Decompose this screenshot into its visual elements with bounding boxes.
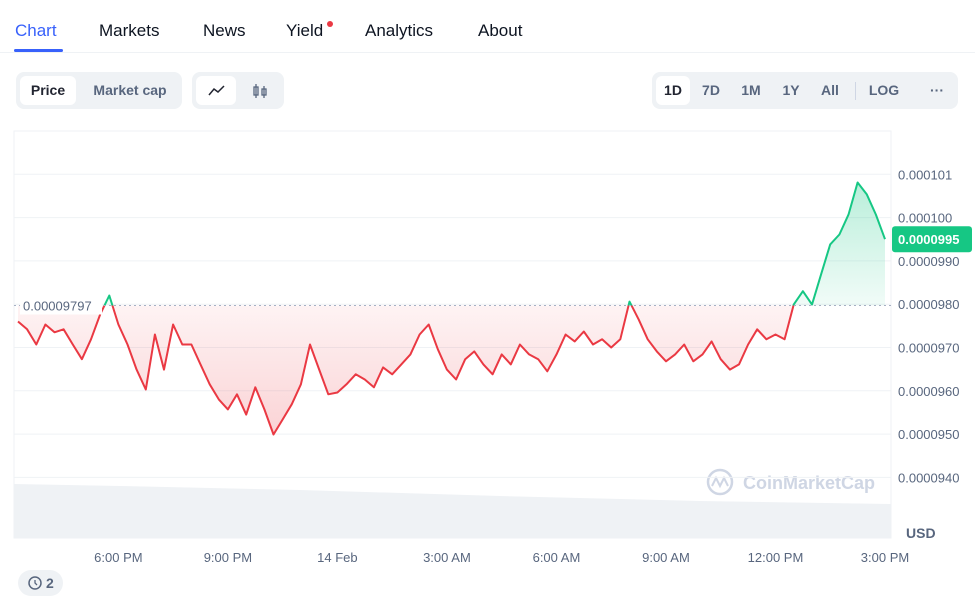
current-price-tag — [892, 226, 972, 253]
separator — [855, 82, 856, 100]
range-button[interactable]: All — [821, 82, 839, 98]
price-button[interactable]: Price — [20, 76, 76, 105]
watermark-logo-mark — [711, 475, 729, 489]
market-cap-button[interactable]: Market cap — [93, 82, 167, 98]
candle-chart-button[interactable] — [240, 76, 280, 105]
notification-dot — [327, 21, 333, 27]
watermark-logo — [706, 468, 734, 496]
tab[interactable]: About — [478, 21, 523, 40]
plot-frame — [13, 130, 892, 539]
line-chart-button[interactable] — [196, 76, 236, 105]
range-button[interactable]: 1D — [656, 76, 690, 105]
range-button[interactable]: 1Y — [782, 82, 800, 98]
price-toggle: Price Market cap — [16, 72, 182, 109]
tab[interactable]: News — [203, 21, 246, 40]
tab[interactable]: Markets — [99, 21, 160, 40]
history-count: 2 — [46, 575, 54, 591]
y-tick-label: 0.0000990 — [898, 254, 959, 269]
range-toggle: 1D 7D 1M 1Y All LOG ··· — [652, 72, 958, 109]
unit-label: USD — [906, 525, 936, 541]
x-tick-label: 6:00 AM — [533, 550, 581, 565]
volume-area — [14, 484, 891, 538]
more-button[interactable]: ··· — [930, 82, 944, 98]
current-price-label: 0.0000995 — [898, 232, 959, 247]
tab[interactable]: Analytics — [365, 21, 434, 40]
range-button[interactable]: 1M — [741, 82, 761, 98]
price-line — [17, 181, 886, 436]
candle-icon — [253, 84, 267, 98]
x-tick-label: 3:00 AM — [423, 550, 471, 565]
line-icon — [208, 85, 225, 96]
y-tick-label: 0.0000960 — [898, 384, 959, 399]
x-tick-label: 3:00 PM — [861, 550, 909, 565]
baseline-label-bg — [20, 296, 102, 315]
history-icon-hands — [34, 580, 38, 586]
watermark-text: CoinMarketCap — [743, 473, 875, 493]
log-button[interactable]: LOG — [868, 82, 900, 98]
y-tick-label: 0.0000940 — [898, 470, 959, 485]
history-badge[interactable] — [18, 570, 63, 596]
x-tick-label: 14 Feb — [317, 550, 357, 565]
y-tick-label: 0.000101 — [898, 167, 952, 182]
tab[interactable]: Yield — [286, 21, 324, 40]
x-tick-label: 9:00 AM — [642, 550, 690, 565]
tab-underline — [14, 49, 63, 52]
watermark: CoinMarketCap — [706, 468, 875, 496]
divider — [0, 52, 975, 53]
history-icon — [28, 576, 42, 590]
y-tick-label: 0.000100 — [898, 211, 952, 226]
x-tick-label: 6:00 PM — [94, 550, 142, 565]
chart-style-toggle — [192, 72, 284, 109]
baseline-label: 0.00009797 — [23, 298, 92, 313]
x-tick-label: 9:00 PM — [204, 550, 252, 565]
x-tick-label: 12:00 PM — [748, 550, 804, 565]
y-tick-label: 0.0000970 — [898, 340, 959, 355]
range-button[interactable]: 7D — [702, 82, 720, 98]
y-tick-label: 0.0000950 — [898, 427, 959, 442]
y-tick-label: 0.0000980 — [898, 297, 959, 312]
area-fill — [18, 182, 885, 435]
tab[interactable]: Chart — [15, 21, 57, 40]
